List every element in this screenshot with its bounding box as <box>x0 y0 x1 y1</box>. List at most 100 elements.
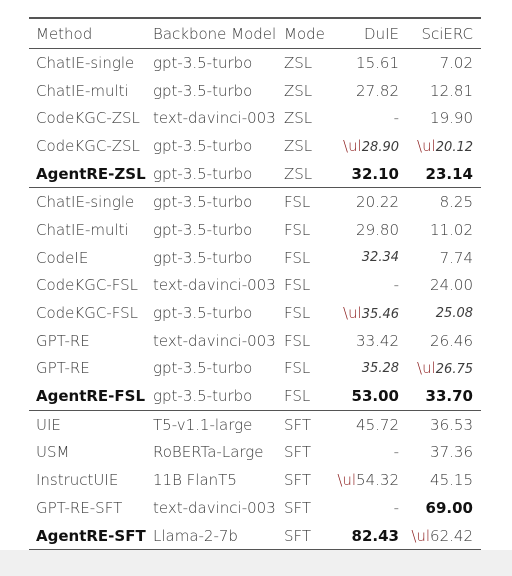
cell-duie-text: 32.10 <box>351 164 399 183</box>
cell-backbone-text: RoBERTa-Large <box>153 443 264 462</box>
cell-backbone-text: gpt-3.5-turbo <box>153 193 253 212</box>
results-table: Method Backbone Model Mode DuIE SciERC C… <box>29 17 481 551</box>
cell-scierc: 36.53 <box>407 410 481 438</box>
table-row: ChatIE-multi gpt-3.5-turbo ZSL 27.82 12.81 <box>29 77 481 105</box>
cell-backbone-text: gpt-3.5-turbo <box>153 164 253 183</box>
cell-mode-text: SFT <box>284 471 312 490</box>
cell-scierc: 37.36 <box>407 439 481 467</box>
cell-mode: SFT <box>277 410 330 438</box>
cell-method-text: ChatIE-multi <box>36 81 129 100</box>
cell-scierc-text: 69.00 <box>425 498 473 517</box>
cell-mode-text: FSL <box>284 276 311 295</box>
cell-backbone-text: gpt-3.5-turbo <box>153 53 253 72</box>
cell-duie-text: 53.00 <box>351 387 399 406</box>
cell-mode: ZSL <box>277 49 330 77</box>
cell-backbone: RoBERTa-Large <box>146 439 277 467</box>
column-header-duie: DuIE <box>364 24 399 43</box>
cell-duie: 29.80 <box>330 216 407 244</box>
cell-duie: 33.42 <box>330 327 407 355</box>
table-row: CodeIE gpt-3.5-turbo FSL 32.34 7.74 <box>29 244 481 272</box>
cell-duie: \ul28.90 <box>330 132 407 160</box>
cell-duie: 82.43 <box>330 522 407 551</box>
cell-scierc: 25.08 <box>407 299 481 327</box>
cell-method-text: GPT-RE <box>36 359 90 378</box>
cell-method: CodeKGC-ZSL <box>29 104 146 132</box>
document-page: Method Backbone Model Mode DuIE SciERC C… <box>29 17 481 551</box>
cell-scierc: 11.02 <box>407 216 481 244</box>
cell-mode-text: ZSL <box>284 164 313 183</box>
cell-mode: ZSL <box>277 77 330 105</box>
cell-method: GPT-RE <box>29 355 146 383</box>
cell-method-text: CodeIE <box>36 248 89 267</box>
footer-band <box>0 550 512 576</box>
cell-method-text: ChatIE-single <box>36 193 135 212</box>
cell-method-text: AgentRE-FSL <box>36 387 145 406</box>
cell-method: ChatIE-single <box>29 49 146 77</box>
cell-method-text: GPT-RE <box>36 331 90 350</box>
cell-backbone-text: text-davinci-003 <box>153 498 276 517</box>
cell-mode-text: FSL <box>284 248 311 267</box>
cell-duie-text: - <box>393 498 399 517</box>
cell-duie: \ul35.46 <box>330 299 407 327</box>
underline-marker: \ul <box>417 136 436 155</box>
cell-scierc-text: 33.70 <box>425 387 473 406</box>
cell-method-text: CodeKGC-ZSL <box>36 109 140 128</box>
cell-method: CodeKGC-ZSL <box>29 132 146 160</box>
cell-scierc: \ul26.75 <box>407 355 481 383</box>
cell-backbone: gpt-3.5-turbo <box>146 160 277 188</box>
cell-mode-text: FSL <box>284 387 311 406</box>
cell-mode-text: SFT <box>284 415 312 434</box>
cell-scierc-text: 45.15 <box>430 471 473 490</box>
cell-scierc-text: 36.53 <box>430 415 473 434</box>
cell-method: AgentRE-ZSL <box>29 160 146 188</box>
cell-method-text: CodeKGC-FSL <box>36 304 138 323</box>
cell-duie: 27.82 <box>330 77 407 105</box>
cell-method-text: UIE <box>36 415 61 434</box>
cell-scierc-text: 37.36 <box>430 443 473 462</box>
cell-mode-text: FSL <box>284 331 311 350</box>
cell-duie: 53.00 <box>330 382 407 410</box>
cell-backbone-text: 11B FlanT5 <box>153 471 237 490</box>
cell-method-text: ChatIE-single <box>36 53 135 72</box>
table-row: AgentRE-ZSL gpt-3.5-turbo ZSL 32.10 23.14 <box>29 160 481 188</box>
cell-method-text: GPT-RE-SFT <box>36 498 123 517</box>
cell-duie: \ul54.32 <box>330 466 407 494</box>
cell-backbone: gpt-3.5-turbo <box>146 132 277 160</box>
cell-duie: 45.72 <box>330 410 407 438</box>
cell-backbone: gpt-3.5-turbo <box>146 216 277 244</box>
cell-scierc-text: 19.90 <box>430 109 473 128</box>
table-body: ChatIE-single gpt-3.5-turbo ZSL 15.61 7.02 Ch… <box>29 49 481 551</box>
cell-duie: - <box>330 494 407 522</box>
cell-backbone-text: gpt-3.5-turbo <box>153 304 253 323</box>
cell-mode: FSL <box>277 355 330 383</box>
cell-method: AgentRE-SFT <box>29 522 146 551</box>
cell-scierc-text: 12.81 <box>430 81 473 100</box>
cell-backbone: Llama-2-7b <box>146 522 277 551</box>
cell-method: CodeKGC-FSL <box>29 299 146 327</box>
cell-duie-text: 82.43 <box>351 526 399 545</box>
cell-backbone: gpt-3.5-turbo <box>146 244 277 272</box>
cell-backbone-text: text-davinci-003 <box>153 331 276 350</box>
cell-duie: - <box>330 439 407 467</box>
cell-scierc: \ul62.42 <box>407 522 481 551</box>
cell-scierc-text: 7.74 <box>439 248 473 267</box>
cell-duie: - <box>330 272 407 300</box>
cell-mode: SFT <box>277 466 330 494</box>
cell-scierc-text: 62.42 <box>430 526 473 545</box>
cell-mode-text: FSL <box>284 220 311 239</box>
cell-scierc: 26.46 <box>407 327 481 355</box>
cell-backbone-text: text-davinci-003 <box>153 276 276 295</box>
cell-backbone: gpt-3.5-turbo <box>146 49 277 77</box>
cell-method: USM <box>29 439 146 467</box>
table-row: AgentRE-SFT Llama-2-7b SFT 82.43 \ul62.42 <box>29 522 481 551</box>
cell-backbone: gpt-3.5-turbo <box>146 355 277 383</box>
table-row: GPT-RE text-davinci-003 FSL 33.42 26.46 <box>29 327 481 355</box>
cell-backbone: gpt-3.5-turbo <box>146 299 277 327</box>
cell-duie-text: 35.28 <box>361 360 399 376</box>
cell-mode: FSL <box>277 299 330 327</box>
cell-scierc: 12.81 <box>407 77 481 105</box>
cell-scierc-text: 20.12 <box>435 139 473 155</box>
cell-backbone-text: gpt-3.5-turbo <box>153 387 253 406</box>
cell-duie-text: 35.46 <box>361 307 399 323</box>
cell-duie: 32.10 <box>330 160 407 188</box>
